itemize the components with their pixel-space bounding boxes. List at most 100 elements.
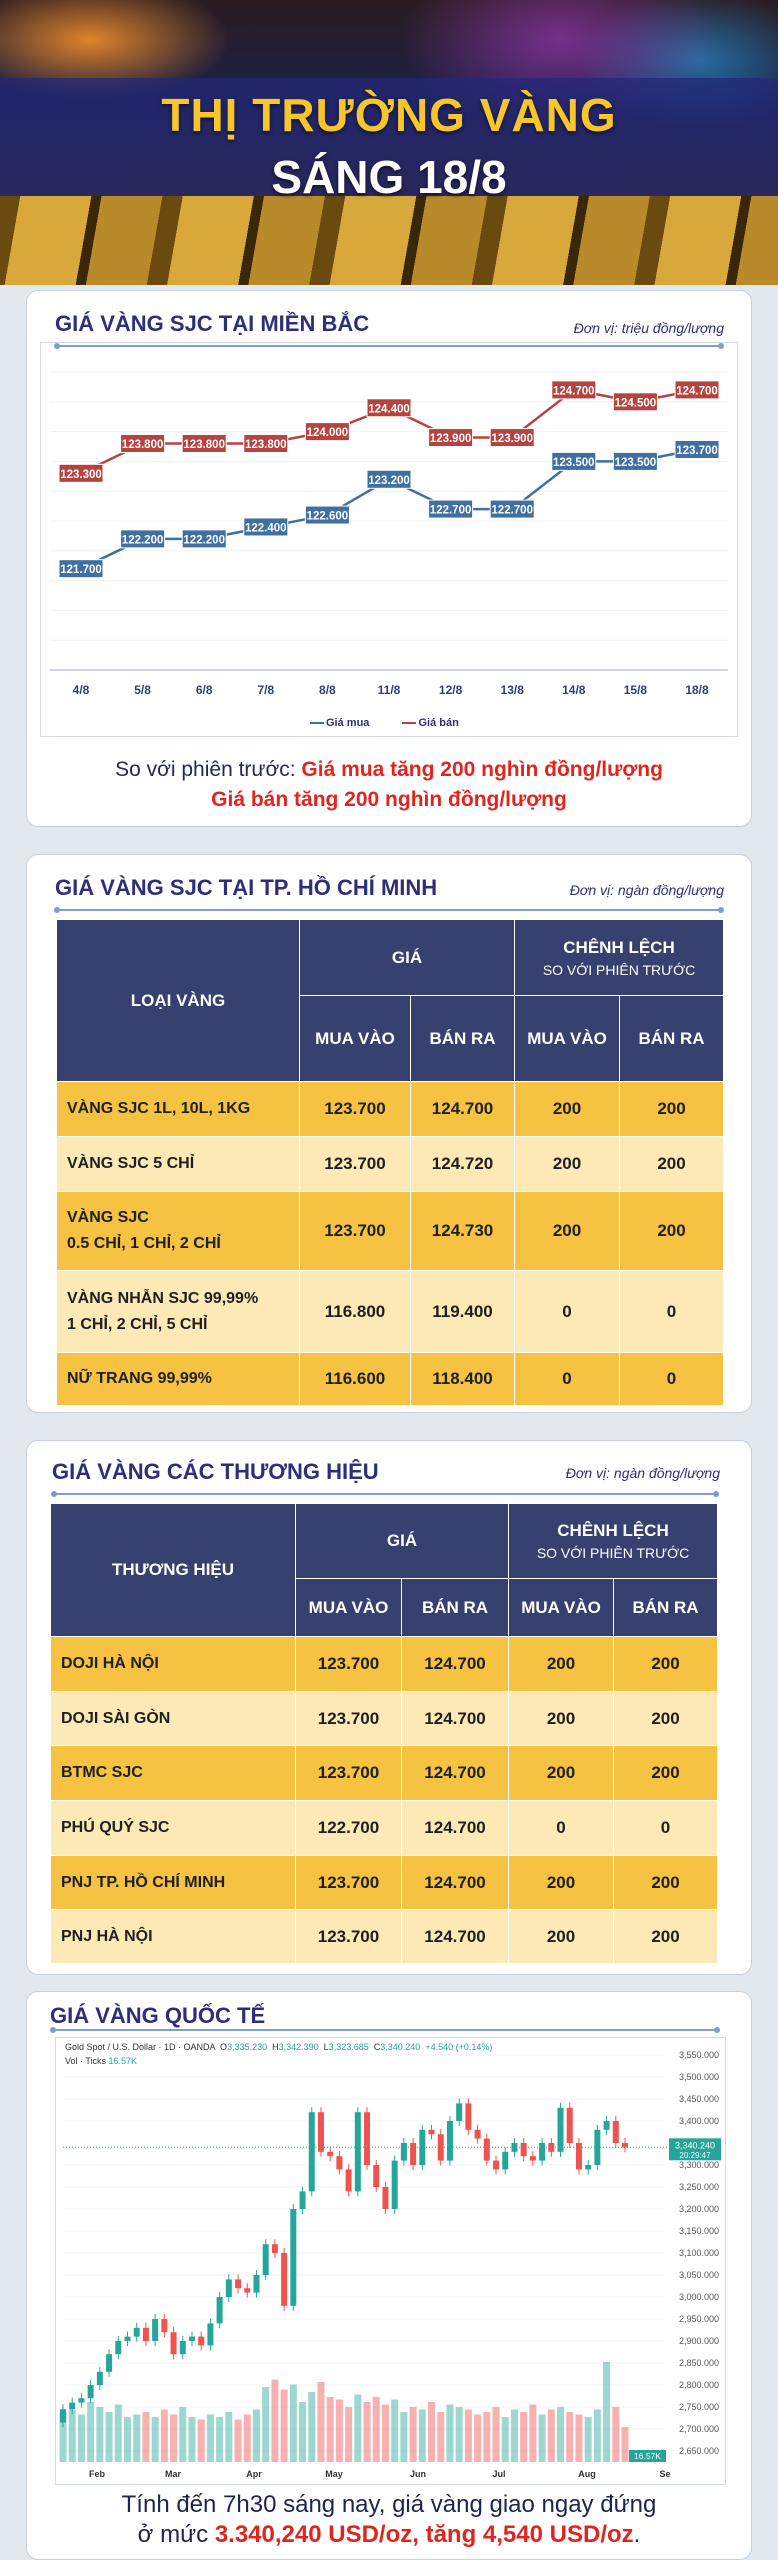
volume-bar bbox=[409, 2407, 417, 2462]
diff-buy: 0 bbox=[514, 1352, 621, 1406]
intl-summary-line-2: ở mức 3.340,240 USD/oz, tăng 4,540 USD/o… bbox=[26, 2521, 752, 2549]
row-name: VÀNG SJC 0.5 CHỈ, 1 CHỈ, 2 CHỈ bbox=[56, 1191, 300, 1271]
diff-buy: 200 bbox=[508, 1636, 615, 1692]
volume-bar bbox=[418, 2409, 426, 2462]
diff-buy: 200 bbox=[514, 1081, 621, 1137]
volume-bar bbox=[391, 2399, 399, 2462]
volume-bar bbox=[326, 2397, 334, 2462]
volume-bar bbox=[372, 2397, 380, 2462]
row-name: BTMC SJC bbox=[50, 1745, 296, 1801]
data-label: 123.200 bbox=[366, 469, 412, 489]
volume-bar bbox=[308, 2392, 316, 2462]
volume-bar bbox=[335, 2399, 343, 2462]
header-diff-sub: SO VỚI PHIÊN TRƯỚC bbox=[542, 961, 696, 978]
diff-buy: 200 bbox=[514, 1136, 621, 1192]
data-label-text: 123.700 bbox=[676, 445, 718, 457]
x-tick-label: 6/8 bbox=[196, 683, 213, 697]
data-label-text: 122.200 bbox=[183, 534, 225, 546]
data-label-text: 124.000 bbox=[307, 427, 349, 439]
x-tick-label: 11/8 bbox=[378, 683, 401, 697]
unit-label: Đơn vị: triệu đồng/lượng bbox=[573, 320, 724, 336]
data-label: 123.800 bbox=[120, 434, 166, 454]
candle bbox=[142, 2322, 149, 2346]
header-diff-label: CHÊNH LỆCH bbox=[563, 937, 675, 957]
data-label: 122.200 bbox=[181, 529, 227, 549]
y-tick-label: 2,850.000 bbox=[679, 2358, 719, 2368]
candle bbox=[364, 2107, 371, 2170]
intl-summary-line-1: Tính đến 7h30 sáng nay, giá vàng giao ng… bbox=[121, 2491, 657, 2518]
sell-price: 124.700 bbox=[400, 1691, 510, 1746]
data-label: 122.400 bbox=[243, 517, 289, 537]
data-label-text: 123.800 bbox=[122, 439, 164, 451]
data-label-text: 122.600 bbox=[307, 511, 349, 523]
comparison-prefix: So với phiên trước: bbox=[115, 758, 296, 781]
x-tick-label: 18/8 bbox=[685, 683, 709, 697]
change-value: +4.540 (+0.14%) bbox=[425, 2042, 493, 2052]
row-name: PHÚ QUÝ SJC bbox=[50, 1800, 296, 1856]
hcm-price-table: LOẠI VÀNG GIÁ CHÊNH LỆCH SO VỚI PHIÊN TRƯ… bbox=[56, 919, 725, 1406]
data-label: 124.500 bbox=[612, 392, 658, 412]
buy-price: 116.600 bbox=[299, 1352, 411, 1406]
low-value: 3,323.685 bbox=[328, 2042, 369, 2052]
volume-bar bbox=[262, 2387, 270, 2462]
volume-bar bbox=[179, 2407, 187, 2462]
header-type: THƯƠNG HIỆU bbox=[50, 1503, 296, 1637]
sell-price: 124.700 bbox=[400, 1909, 510, 1964]
last-price-text: 3,340.240 bbox=[675, 2140, 715, 2150]
row-name: VÀNG NHẪN SJC 99,99% 1 CHỈ, 2 CHỈ, 5 CHỈ bbox=[56, 1270, 300, 1353]
data-label: 123.900 bbox=[489, 428, 535, 448]
y-tick-label: 2,950.000 bbox=[679, 2314, 719, 2324]
volume-bar bbox=[151, 2417, 159, 2462]
comparison-line-2: Giá bán tăng 200 nghìn đồng/lượng bbox=[26, 788, 752, 812]
header-price: GIÁ bbox=[298, 919, 516, 996]
header-diff-sell: BÁN RA bbox=[613, 1578, 719, 1637]
sell-price: 124.700 bbox=[400, 1800, 510, 1856]
y-tick-label: 3,300.000 bbox=[679, 2160, 719, 2170]
title-band bbox=[0, 78, 778, 196]
data-label: 121.700 bbox=[58, 559, 104, 579]
table-row: DOJI HÀ NỘI 123.700 124.700 200 200 bbox=[50, 1636, 719, 1692]
table-row: NỮ TRANG 99,99% 116.600 118.400 0 0 bbox=[56, 1352, 725, 1406]
symbol-title: Gold Spot / U.S. Dollar · 1D · OANDA bbox=[65, 2042, 216, 2052]
diff-sell: 200 bbox=[619, 1191, 725, 1271]
candle bbox=[520, 2138, 527, 2162]
diff-sell: 0 bbox=[619, 1270, 725, 1353]
volume-badge: 16.57K bbox=[629, 2450, 666, 2462]
data-label: 124.700 bbox=[551, 380, 597, 400]
x-tick-label: 14/8 bbox=[562, 683, 586, 697]
candle bbox=[262, 2239, 269, 2280]
data-label: 124.700 bbox=[674, 380, 720, 400]
volume-badge-text: 16.57K bbox=[634, 2451, 661, 2461]
volume-bar bbox=[483, 2412, 491, 2462]
candle bbox=[207, 2318, 214, 2351]
candle bbox=[391, 2155, 398, 2214]
data-label-text: 124.700 bbox=[676, 385, 718, 397]
buy-price: 123.700 bbox=[295, 1745, 402, 1801]
x-tick-label: 5/8 bbox=[134, 683, 151, 697]
diff-sell: 200 bbox=[613, 1691, 719, 1746]
candle bbox=[170, 2327, 177, 2360]
candle bbox=[290, 2204, 297, 2311]
x-tick-label: May bbox=[325, 2469, 343, 2479]
diff-sell: 0 bbox=[613, 1800, 719, 1856]
data-label: 122.700 bbox=[489, 499, 535, 519]
candle bbox=[612, 2116, 619, 2148]
candle bbox=[557, 2102, 564, 2157]
candle bbox=[133, 2322, 140, 2342]
candlestick-chart[interactable]: 3,550.000 3,500.000 3,450.000 3,400.000 3,30… bbox=[55, 2037, 726, 2485]
header-sell: BÁN RA bbox=[409, 995, 516, 1082]
sell-price: 124.700 bbox=[409, 1081, 516, 1137]
y-tick-label: 3,150.000 bbox=[679, 2226, 719, 2236]
volume-bar bbox=[621, 2427, 629, 2462]
sell-price: 124.720 bbox=[409, 1136, 516, 1192]
chart-legend: Giá mua Giá bán bbox=[310, 717, 459, 729]
volume-bar bbox=[354, 2394, 362, 2462]
title-divider bbox=[54, 343, 724, 349]
volume-bar bbox=[381, 2404, 389, 2462]
volume-value: 16.57K bbox=[108, 2056, 138, 2066]
volume-bar bbox=[170, 2414, 178, 2462]
volume-bar bbox=[216, 2417, 224, 2462]
volume-bar bbox=[492, 2407, 500, 2462]
candle bbox=[244, 2283, 251, 2298]
candle bbox=[548, 2138, 555, 2157]
